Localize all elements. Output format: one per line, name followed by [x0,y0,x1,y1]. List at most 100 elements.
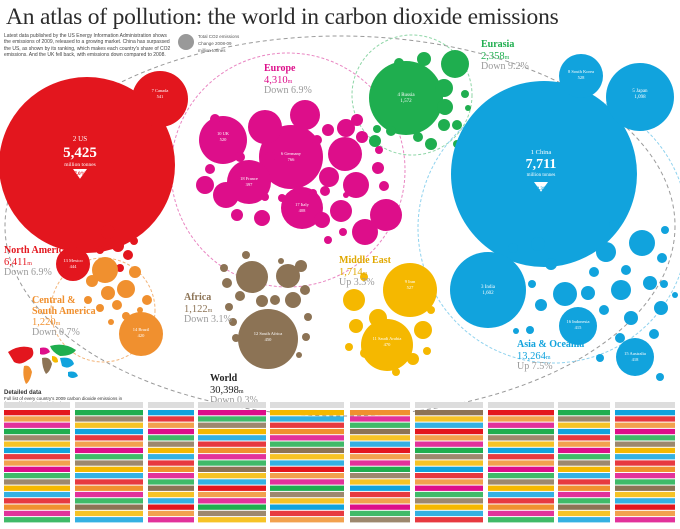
bubble-small-country [661,226,669,234]
bubble-indonesia [559,307,597,345]
key-note: million tonnes [198,47,226,53]
bubble-small-country [225,303,233,311]
region-value-unit: m [27,260,32,267]
map-asia-shape [60,357,74,368]
table-row [4,460,70,466]
table-row [558,416,610,422]
table-row [75,410,143,416]
table-row [270,416,344,422]
table-row [270,441,344,447]
table-row [615,510,675,517]
table-row [350,498,410,504]
table-row [148,447,194,454]
bubble-small-country [270,295,280,305]
key-notes: Total CO2 emissions Change 2008-09 milli… [198,34,239,54]
bubble-small-country [624,311,638,325]
region-value-number: 2,358 [481,50,505,62]
bubble-label-value: 420 [138,333,146,338]
table-row [415,504,483,510]
table-row [615,466,675,472]
map-africa-shape [42,357,52,374]
map-north-america-shape [8,346,34,364]
region-value-unit: m [55,321,61,327]
table-row [350,491,410,498]
table-row [350,410,410,416]
table-row [270,510,344,517]
table-row [488,441,554,447]
key-note: Change 2008-09 [198,40,232,46]
region-name: Central & South America [32,295,96,317]
bubble-small-country [375,146,383,154]
bubble-label-value: 520 [220,137,228,142]
table-row [75,498,143,504]
bubble-small-country [372,162,384,174]
bubble-label-name: 10 UK [217,131,230,136]
table-row [488,416,554,422]
region-change: Down 6.9% [4,266,52,278]
key-bubble [178,34,194,50]
region-name: Europe [264,63,296,74]
table-row [350,510,410,517]
bubble-label-value: 527 [407,285,415,290]
bubble-label-name: 5 Japan [632,89,648,94]
table-row [415,517,483,523]
bubble-egypt [236,261,268,293]
table-row [75,466,143,472]
table-row [75,435,143,441]
table-row [350,517,410,523]
table-row [148,498,194,504]
table-row [615,504,675,510]
region-label-asia-oceania: Asia & Oceania 13,264m Up 7.5% [517,339,584,372]
bubble-small-country [294,186,302,194]
table-row [270,422,344,428]
table-row [198,517,266,523]
bubble-small-country [423,347,431,355]
bubble-small-country [657,253,667,263]
map-europe-shape [40,347,50,355]
table-row [198,473,266,479]
table-row [75,504,143,510]
region-name: Africa [184,292,212,303]
region-name: Middle East [339,255,391,266]
table-row [198,466,266,472]
bubble-small-country [276,264,300,288]
bubble-label-value: 397 [246,182,254,187]
bubble-small-country [129,266,141,278]
bubble-label-name: 14 Brazil [133,327,150,332]
bubble-label-value: 5,425 [63,145,97,161]
table-row [148,510,194,517]
table-row [350,460,410,466]
bubble-small-country [123,250,133,260]
bubble-small-country [581,286,595,300]
table-header [198,402,266,408]
table-row [615,435,675,441]
bubble-small-country [417,52,431,66]
table-row [270,428,344,435]
bubble-small-country [369,135,381,147]
table-row [350,479,410,485]
world-value: 30,398m [210,385,258,396]
table-row [558,517,610,523]
bubble-small-country [330,200,352,222]
bubble-small-country [210,114,220,124]
map-south-america-shape [23,365,32,384]
table-row [415,491,483,498]
table-row [350,473,410,479]
bubble-small-country [386,126,396,136]
bubble-label-value: 415 [575,325,583,330]
bubble-small-country [278,194,286,202]
region-value: 13,264m [517,351,584,362]
table-row [198,479,266,485]
table-row [415,460,483,466]
table-row [558,510,610,517]
table-row [615,479,675,485]
table-row [148,479,194,485]
bubble-small-country [229,318,237,326]
table-row [350,428,410,435]
bubble-small-country [513,328,519,334]
bubble-small-country [235,291,245,301]
table-row [270,447,344,454]
table-row [4,498,70,504]
table-row [488,473,554,479]
